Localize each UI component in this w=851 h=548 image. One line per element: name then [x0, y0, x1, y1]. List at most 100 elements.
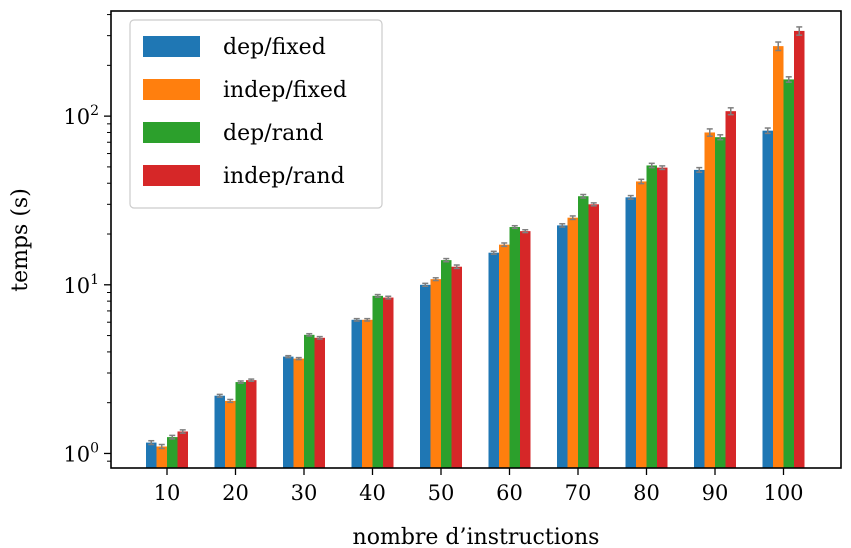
- legend-item-indep-rand: indep/rand: [143, 164, 345, 189]
- y-tick-label-100: 102: [63, 103, 99, 129]
- errorbar-indep-fixed-30: [295, 356, 302, 361]
- bar-indep-rand-10: [177, 431, 188, 468]
- bar-dep-rand-90: [715, 137, 726, 468]
- bar-indep-rand-50: [451, 266, 462, 468]
- bar-dep-rand-70: [578, 196, 589, 469]
- errorbar-indep-rand-60: [522, 229, 529, 234]
- legend-box: [129, 19, 383, 209]
- y-axis-ticks: 100 101 102: [63, 14, 111, 466]
- errorbar-indep-fixed-60: [501, 242, 508, 248]
- errorbar-dep-fixed-30: [285, 354, 292, 359]
- bar-indep-fixed-60: [499, 244, 510, 468]
- x-tick-label-100: 100: [763, 481, 803, 505]
- bar-dep-fixed-80: [625, 197, 636, 468]
- errorbar-indep-rand-10: [179, 429, 186, 434]
- bar-dep-fixed-40: [351, 319, 362, 468]
- errorbar-dep-rand-90: [717, 134, 724, 141]
- x-tick-label-30: 30: [291, 481, 318, 505]
- errorbar-dep-fixed-50: [422, 282, 429, 288]
- bar-dep-fixed-100: [762, 130, 773, 468]
- errorbar-indep-rand-80: [659, 165, 666, 171]
- legend-label: indep/fixed: [223, 78, 347, 103]
- bar-indep-fixed-50: [430, 279, 441, 468]
- errorbar-dep-rand-20: [237, 380, 244, 384]
- bar-dep-fixed-30: [283, 356, 294, 468]
- errorbar-indep-fixed-90: [706, 128, 713, 137]
- legend-swatch: [143, 122, 200, 143]
- bar-indep-fixed-90: [704, 132, 715, 468]
- legend-swatch: [143, 165, 200, 186]
- errorbar-indep-rand-40: [385, 295, 392, 300]
- bar-indep-rand-40: [383, 297, 394, 468]
- bar-dep-rand-40: [372, 295, 383, 468]
- errorbar-dep-rand-70: [580, 193, 587, 199]
- bar-indep-fixed-40: [362, 319, 373, 468]
- errorbar-dep-fixed-90: [696, 166, 703, 173]
- errorbar-indep-rand-100: [796, 26, 803, 36]
- errorbar-indep-rand-90: [727, 107, 734, 116]
- x-tick-label-40: 40: [359, 481, 386, 505]
- legend-label: dep/fixed: [223, 35, 326, 60]
- legend-swatch: [143, 36, 200, 57]
- bar-dep-rand-30: [304, 334, 315, 468]
- bar-indep-rand-90: [725, 111, 736, 469]
- errorbar-dep-fixed-10: [148, 439, 155, 446]
- bar-dep-rand-60: [509, 227, 520, 468]
- bar-indep-fixed-70: [567, 217, 578, 468]
- bar-dep-fixed-60: [488, 252, 499, 468]
- bar-indep-rand-70: [588, 204, 599, 468]
- bar-dep-fixed-20: [214, 395, 225, 468]
- legend-swatch: [143, 79, 200, 100]
- bar-dep-rand-80: [646, 165, 657, 468]
- bar-indep-rand-100: [794, 30, 805, 468]
- x-tick-label-20: 20: [222, 481, 249, 505]
- bar-indep-rand-60: [520, 231, 531, 468]
- errorbar-dep-rand-40: [374, 293, 381, 298]
- bar-dep-fixed-10: [146, 442, 157, 468]
- errorbar-indep-fixed-70: [569, 215, 576, 221]
- x-tick-label-50: 50: [428, 481, 455, 505]
- legend-item-indep-fixed: indep/fixed: [143, 78, 347, 103]
- x-axis-ticks: 10 20 30 40 50 60 70 80 90 100: [154, 468, 804, 505]
- y-tick-label-1: 100: [63, 440, 99, 466]
- errorbar-dep-rand-10: [169, 434, 176, 440]
- errorbar-indep-rand-20: [248, 378, 255, 382]
- bar-indep-fixed-10: [156, 446, 167, 468]
- x-tick-label-90: 90: [702, 481, 729, 505]
- y-tick-label-10: 101: [63, 272, 99, 298]
- errorbar-indep-fixed-50: [432, 277, 439, 282]
- errorbar-dep-fixed-20: [216, 393, 223, 398]
- x-tick-label-70: 70: [565, 481, 592, 505]
- x-tick-label-60: 60: [496, 481, 523, 505]
- bar-dep-rand-100: [783, 79, 794, 468]
- bar-indep-rand-20: [246, 380, 257, 468]
- error-bars-layer: [148, 26, 803, 450]
- x-tick-label-80: 80: [633, 481, 660, 505]
- errorbar-dep-rand-60: [511, 224, 518, 230]
- legend-item-dep-fixed: dep/fixed: [143, 35, 326, 60]
- legend-label: dep/rand: [223, 121, 323, 146]
- bar-indep-rand-80: [657, 167, 668, 468]
- errorbar-dep-rand-30: [306, 332, 313, 337]
- errorbar-indep-fixed-10: [158, 443, 165, 450]
- bar-indep-fixed-80: [636, 181, 647, 468]
- errorbar-dep-fixed-40: [353, 317, 360, 322]
- bar-dep-rand-20: [235, 382, 246, 468]
- y-axis-label: temps (s): [8, 188, 33, 292]
- legend-label: indep/rand: [223, 164, 345, 189]
- legend: dep/fixed indep/fixed dep/rand indep/rand: [129, 19, 383, 209]
- bar-indep-fixed-30: [293, 358, 304, 468]
- errorbar-dep-fixed-100: [764, 127, 771, 135]
- errorbar-dep-rand-80: [648, 162, 655, 169]
- errorbar-indep-fixed-80: [638, 178, 645, 185]
- bar-dep-rand-50: [441, 260, 452, 468]
- errorbar-dep-fixed-70: [559, 223, 566, 228]
- errorbar-indep-rand-30: [316, 335, 323, 340]
- errorbar-indep-fixed-20: [227, 398, 234, 404]
- plot-area-frame: [110, 10, 842, 469]
- bar-indep-rand-30: [314, 337, 325, 468]
- errorbar-indep-fixed-100: [775, 41, 782, 52]
- bar-indep-fixed-20: [225, 400, 236, 468]
- bars-layer: [146, 30, 805, 469]
